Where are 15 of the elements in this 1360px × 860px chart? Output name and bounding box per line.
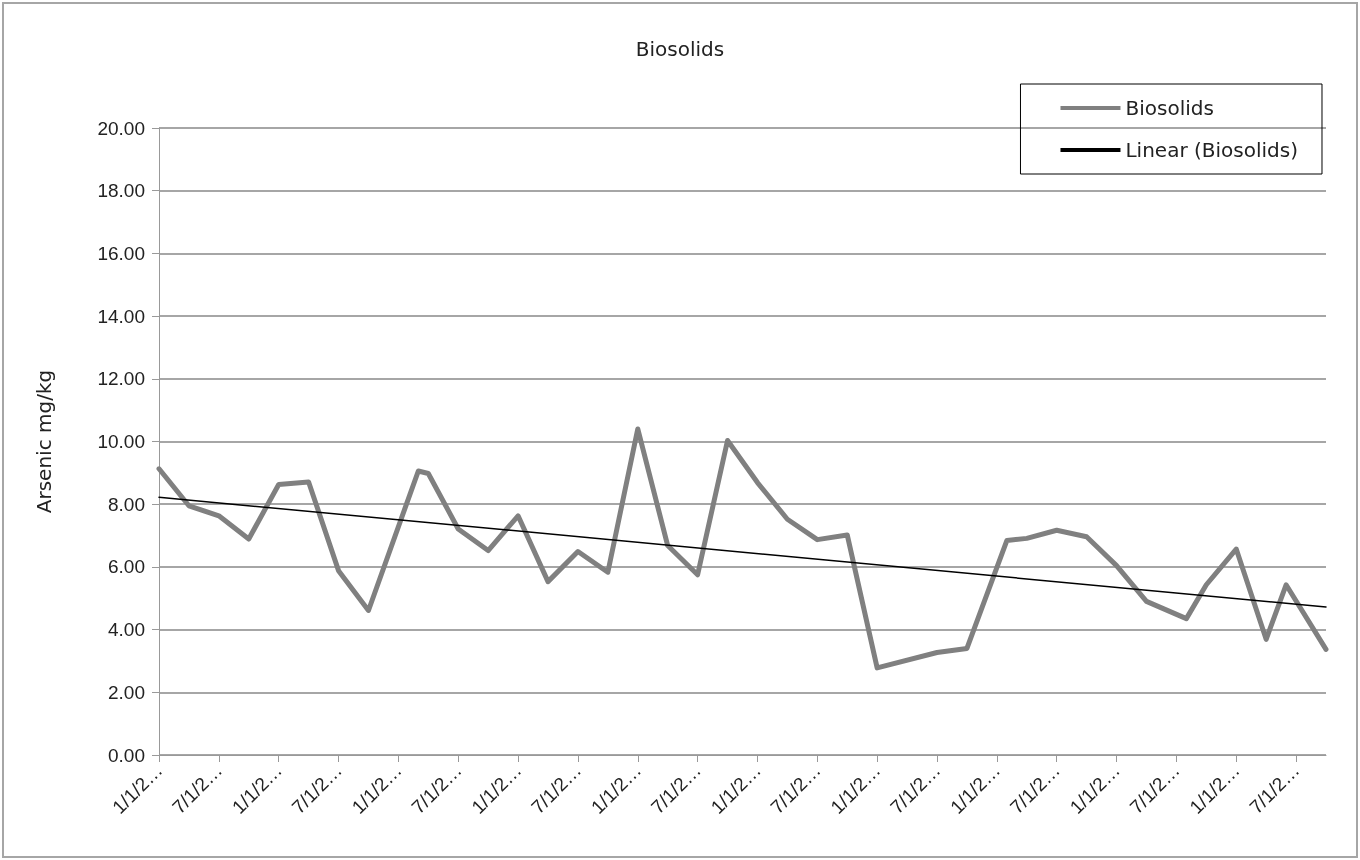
y-tick-label: 20.00	[97, 117, 145, 139]
y-tick-label: 6.00	[108, 556, 145, 578]
legend-label: Biosolids	[1125, 96, 1214, 120]
y-axis-title: Arsenic mg/kg	[32, 369, 56, 514]
y-tick-label: 16.00	[97, 242, 145, 264]
y-tick-label: 4.00	[108, 619, 145, 641]
y-tick-label: 2.00	[108, 681, 145, 703]
y-tick-label: 0.00	[108, 744, 145, 766]
y-tick-label: 14.00	[97, 305, 145, 327]
chart-title: Biosolids	[635, 37, 725, 61]
y-tick-label: 10.00	[97, 431, 145, 452]
y-tick-label: 8.00	[108, 493, 145, 515]
y-tick-label: 12.00	[97, 368, 145, 390]
y-tick-label: 18.00	[97, 180, 145, 202]
legend-label: Linear (Biosolids)	[1125, 138, 1299, 162]
